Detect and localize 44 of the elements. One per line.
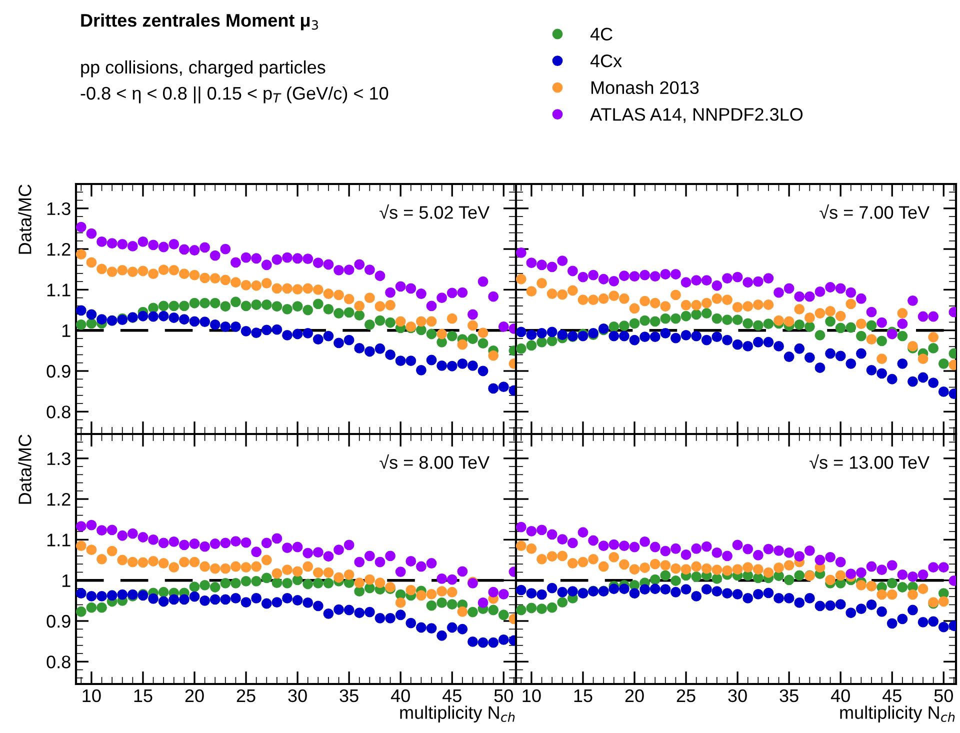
x-tick-label: 45	[882, 690, 902, 702]
x-tick-label: 20	[625, 689, 644, 702]
x-tick-label: 35	[340, 689, 358, 702]
annotation: √s = 5.02 TeV	[380, 204, 490, 219]
y-axis-title: Data/MC	[18, 434, 32, 504]
x-tick-label: 10	[522, 689, 541, 702]
chart-subtitle: pp collisions, charged particles -0.8 < η < 0.8 || 0.15 < p$_{T}$ (GeV/c) < 10	[80, 60, 388, 104]
legend-label: ATLAS A14, NNPDF2.3LO	[590, 108, 803, 123]
y-tick-label: 0.9	[46, 614, 70, 628]
x-tick-label: 35	[780, 689, 798, 702]
x-tick-label: 25	[236, 689, 256, 702]
x-tick-label: 40	[390, 689, 410, 702]
chart-title: Drittes zentrales Moment μ$_{3}$	[81, 14, 318, 30]
y-tick-label: 0.9	[46, 364, 70, 378]
x-axis-title: multiplicity N$_{ch}$	[400, 706, 515, 723]
y-tick-label: 1.2	[47, 242, 70, 256]
y-tick-label: 1.1	[47, 534, 70, 546]
x-tick-label: 40	[830, 689, 850, 702]
y-tick-label: 1.3	[47, 202, 70, 216]
x-tick-label: 30	[288, 689, 307, 702]
y-tick-label: 1	[62, 324, 70, 337]
y-tick-label: 0.8	[46, 406, 70, 418]
y-tick-label: 1.2	[47, 492, 70, 506]
x-tick-label: 50	[934, 689, 953, 702]
x-tick-label: 15	[574, 690, 592, 702]
y-tick-label: 1.1	[47, 284, 70, 296]
legend-label: Monash 2013	[591, 80, 699, 94]
x-tick-label: 50	[494, 689, 513, 702]
legend-label: 4C	[590, 28, 612, 41]
x-tick-label: 20	[185, 689, 204, 702]
y-axis-title: Data/MC	[18, 184, 32, 254]
annotation: √s = 8.00 TeV	[380, 454, 490, 469]
legend-label: 4Cx	[590, 54, 622, 68]
x-tick-label: 10	[82, 689, 101, 702]
annotation: √s = 13.00 TeV	[810, 454, 930, 469]
y-tick-label: 0.8	[46, 656, 70, 668]
x-tick-label: 25	[676, 689, 696, 702]
x-tick-label: 15	[134, 690, 152, 702]
y-tick-label: 1	[62, 574, 70, 587]
annotation: √s = 7.00 TeV	[820, 204, 930, 219]
y-tick-label: 1.3	[47, 452, 70, 466]
x-axis-title: multiplicity N$_{ch}$	[840, 706, 955, 723]
x-tick-label: 45	[442, 690, 462, 702]
x-tick-label: 30	[728, 689, 747, 702]
